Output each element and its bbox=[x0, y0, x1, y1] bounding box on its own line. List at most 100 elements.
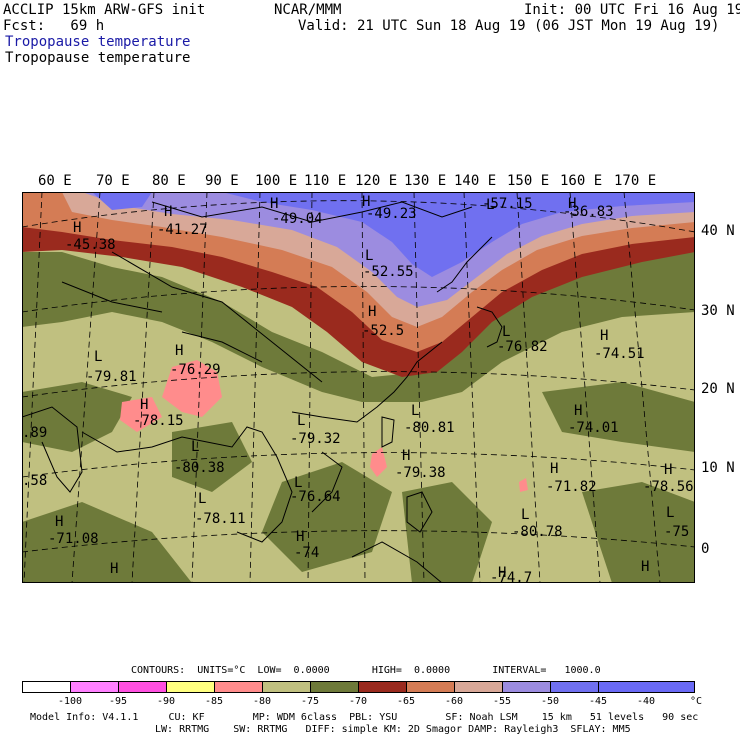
colorbar-label: -100 bbox=[58, 696, 83, 707]
extremum-marker: H bbox=[641, 559, 650, 575]
lon-label: 90 E bbox=[205, 173, 239, 189]
contour-value: -36.83 bbox=[563, 204, 614, 220]
extremum-marker: H bbox=[550, 461, 559, 477]
extremum-marker: H bbox=[55, 514, 64, 530]
lat-label: 40 N bbox=[701, 223, 735, 239]
shading-minus50 bbox=[82, 192, 695, 307]
contour-value: -76.82 bbox=[497, 339, 548, 355]
extremum-marker: L bbox=[198, 491, 207, 507]
colorbar-label: -85 bbox=[205, 696, 224, 707]
extremum-marker: L bbox=[294, 475, 303, 491]
lat-label: 20 N bbox=[701, 381, 735, 397]
colorbar-label: -65 bbox=[397, 696, 416, 707]
colorbar-label: -40 bbox=[637, 696, 656, 707]
extremum-marker: H bbox=[362, 194, 371, 210]
contour-value: -74 bbox=[294, 545, 320, 561]
lon-label: 130 E bbox=[404, 173, 447, 189]
contour-value: -45.38 bbox=[65, 237, 116, 253]
contour-value: -49.04 bbox=[272, 211, 323, 227]
colorbar-label: -50 bbox=[541, 696, 560, 707]
extremum-marker: H bbox=[175, 343, 184, 359]
extremum-marker: L bbox=[666, 505, 675, 521]
extremum-marker: H bbox=[110, 561, 119, 577]
lon-label: 170 E bbox=[614, 173, 657, 189]
colorbar-swatch bbox=[550, 681, 599, 693]
extremum-marker: L bbox=[521, 507, 530, 523]
contour-info: CONTOURS: UNITS=°C LOW= 0.0000 HIGH= 0.0… bbox=[131, 665, 601, 676]
lat-label: 10 N bbox=[701, 460, 735, 476]
shading-minus70 bbox=[22, 247, 695, 583]
contour-value: -76.29 bbox=[170, 362, 221, 378]
lon-label: 110 E bbox=[304, 173, 347, 189]
contour-value: -49.23 bbox=[366, 206, 417, 222]
shading-minus45-west bbox=[92, 192, 152, 210]
contour-value: .58 bbox=[22, 473, 48, 489]
contour-value: -79.38 bbox=[395, 465, 446, 481]
init-time: Init: 00 UTC Fri 16 Aug 19 bbox=[524, 2, 740, 18]
contour-value: -80.81 bbox=[404, 420, 455, 436]
colorbar-swatch bbox=[22, 681, 71, 693]
lon-label: 60 E bbox=[38, 173, 72, 189]
contour-value: -79.32 bbox=[290, 431, 341, 447]
contour-value: -74.7 bbox=[490, 570, 533, 586]
tropopause-temperature-map bbox=[22, 192, 695, 583]
colorbar-swatch bbox=[502, 681, 551, 693]
map-border bbox=[22, 192, 695, 583]
colorbar-swatch bbox=[310, 681, 359, 693]
extremum-marker: H bbox=[368, 304, 377, 320]
field-title-shaded: Tropopause temperature bbox=[5, 34, 191, 50]
extremum-marker: H bbox=[574, 403, 583, 419]
lon-label: 100 E bbox=[255, 173, 298, 189]
extremum-marker: L bbox=[191, 439, 200, 455]
field-title-contour: Tropopause temperature bbox=[5, 50, 191, 66]
contour-value: -74.51 bbox=[594, 346, 645, 362]
colorbar-swatch bbox=[598, 681, 695, 693]
colorbar-units: °C bbox=[690, 696, 703, 707]
lon-label: 80 E bbox=[152, 173, 186, 189]
colorbar-swatch bbox=[358, 681, 407, 693]
extremum-marker: L bbox=[411, 403, 420, 419]
colorbar-swatch bbox=[166, 681, 215, 693]
contour-value: -52.5 bbox=[362, 323, 405, 339]
colorbar-swatch bbox=[262, 681, 311, 693]
contour-value: -74.01 bbox=[568, 420, 619, 436]
extremum-marker: H bbox=[402, 448, 411, 464]
contour-value: -41.27 bbox=[157, 222, 208, 238]
extremum-marker: H bbox=[568, 196, 577, 212]
extremum-marker: H bbox=[600, 328, 609, 344]
colorbar-label: -60 bbox=[445, 696, 464, 707]
extremum-marker: H bbox=[73, 220, 82, 236]
extremum-marker: H bbox=[140, 397, 149, 413]
graticule bbox=[22, 192, 695, 583]
colorbar-label: -95 bbox=[109, 696, 128, 707]
contour-value: -80.38 bbox=[174, 460, 225, 476]
contour-value: -71.08 bbox=[48, 531, 99, 547]
contour-value: -78.11 bbox=[195, 511, 246, 527]
extremum-marker: H bbox=[270, 196, 279, 212]
contour-value: -80.78 bbox=[512, 524, 563, 540]
contour-value: -78.15 bbox=[133, 413, 184, 429]
lon-label: 70 E bbox=[96, 173, 130, 189]
lon-label: 120 E bbox=[355, 173, 398, 189]
colorbar-swatch bbox=[118, 681, 167, 693]
lat-label: 30 N bbox=[701, 303, 735, 319]
colorbar-label: -70 bbox=[349, 696, 368, 707]
lon-label: 150 E bbox=[507, 173, 550, 189]
extremum-marker: L bbox=[297, 413, 306, 429]
contour-value: -57.15 bbox=[482, 196, 533, 212]
valid-time: Valid: 21 UTC Sun 18 Aug 19 (06 JST Mon … bbox=[298, 18, 720, 34]
contour-value: .89 bbox=[22, 425, 48, 441]
shading-minus45 bbox=[222, 192, 695, 277]
contour-value: -75 bbox=[664, 524, 690, 540]
contour-value: -79.81 bbox=[86, 369, 137, 385]
coastlines bbox=[22, 201, 503, 583]
extremum-marker: H bbox=[296, 529, 305, 545]
extremum-marker: L bbox=[502, 324, 511, 340]
colorbar-label: -90 bbox=[157, 696, 176, 707]
lat-label: 0 bbox=[701, 541, 710, 557]
colorbar-swatch bbox=[214, 681, 263, 693]
contour-value: -76.64 bbox=[290, 489, 341, 505]
model-info-line2: LW: RRTMG SW: RRTMG DIFF: simple KM: 2D … bbox=[155, 724, 631, 735]
colorbar-label: -75 bbox=[301, 696, 320, 707]
contour-value: -71.82 bbox=[546, 479, 597, 495]
